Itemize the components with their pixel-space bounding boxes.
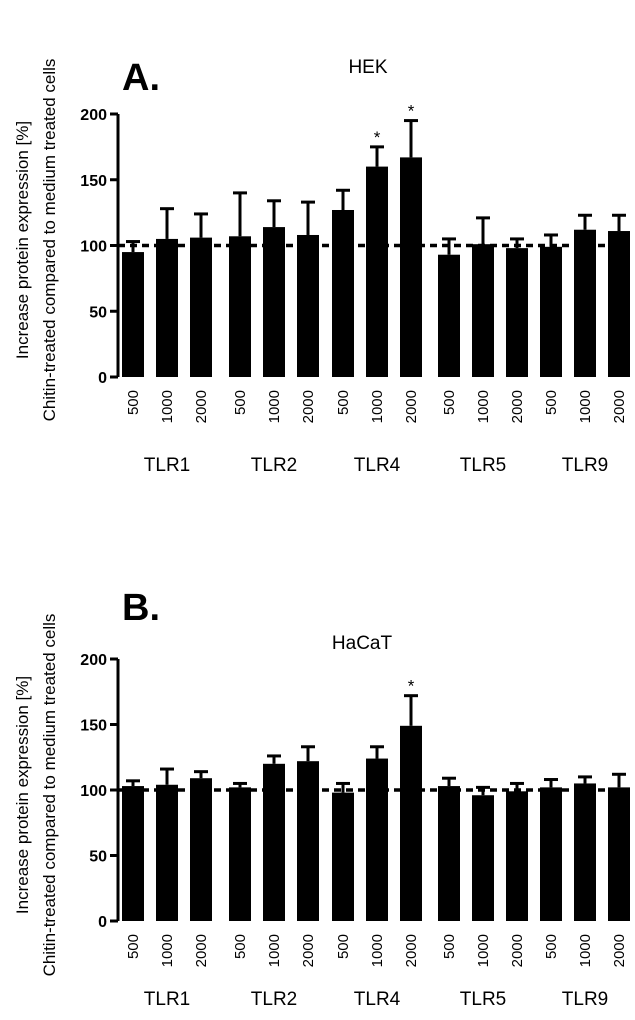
x-tick-label: 1000 [159,390,176,423]
x-tick-label: 500 [232,390,249,415]
bar [229,787,251,921]
x-tick-label: 500 [125,390,142,415]
group-label: TLR9 [562,455,608,476]
bar [400,157,422,377]
bar [297,761,319,921]
x-tick-label: 1000 [266,390,283,423]
x-tick-label: 500 [232,934,249,959]
x-tick-label: 2000 [403,390,420,423]
bar [506,791,528,921]
x-tick-label: 1000 [577,390,594,423]
group-label: TLR5 [460,455,506,476]
bar [400,725,422,921]
y-tick-label: 50 [89,304,107,321]
x-tick-label: 2000 [193,390,210,423]
bar [122,786,144,921]
y-tick-label: 150 [80,718,107,735]
y-axis-title-line2: Chitin-treated compared to medium treate… [40,614,59,977]
group-label: TLR2 [251,989,297,1010]
bar [506,248,528,377]
x-tick-label: 1000 [475,934,492,967]
group-label: TLR4 [354,989,401,1010]
bar [332,792,354,921]
bar [438,786,460,921]
x-tick-label: 500 [543,390,560,415]
y-tick-label: 100 [80,239,107,256]
y-tick-label: 200 [80,107,107,124]
group-label: TLR1 [144,989,190,1010]
panel-title: HaCaT [332,633,393,654]
x-tick-label: 1000 [369,390,386,423]
bar [332,209,354,377]
y-tick-label: 150 [80,173,107,190]
panel-letter: B. [122,587,160,629]
y-tick-label: 0 [98,914,107,931]
bar [472,795,494,921]
x-tick-label: 1000 [266,934,283,967]
significance-marker: * [408,677,415,696]
panel-title: HEK [348,57,387,78]
x-tick-label: 2000 [611,390,628,423]
y-tick-label: 200 [80,652,107,669]
significance-marker: * [408,102,415,121]
bar [297,234,319,377]
x-tick-label: 1000 [369,934,386,967]
x-tick-label: 500 [125,934,142,959]
significance-marker: * [374,128,381,147]
y-tick-label: 50 [89,849,107,866]
group-label: TLR4 [354,455,401,476]
x-tick-label: 2000 [403,934,420,967]
bar [366,166,388,377]
bar [608,231,630,377]
group-label: TLR5 [460,989,506,1010]
group-label: TLR9 [562,989,608,1010]
x-tick-label: 500 [441,934,458,959]
bar [366,758,388,921]
bar [574,229,596,377]
x-tick-label: 2000 [193,934,210,967]
bar [472,244,494,377]
bar [229,236,251,377]
x-tick-label: 1000 [159,934,176,967]
bar [574,783,596,921]
x-tick-label: 1000 [475,390,492,423]
x-tick-label: 500 [335,390,352,415]
x-tick-label: 500 [543,934,560,959]
panel-letter: A. [122,57,160,99]
x-tick-label: 2000 [509,934,526,967]
bar [438,254,460,377]
bar [263,227,285,377]
x-tick-label: 500 [335,934,352,959]
bar [540,787,562,921]
bar [122,252,144,377]
panel-a: Increase protein expression [%] Chitin-tr… [13,57,630,476]
bar [190,778,212,921]
y-axis-title-line2: Chitin-treated compared to medium treate… [40,59,59,422]
panel-b: Increase protein expression [%] Chitin-tr… [13,587,630,1010]
y-tick-label: 100 [80,783,107,800]
x-tick-label: 2000 [509,390,526,423]
group-label: TLR2 [251,455,297,476]
y-tick-label: 0 [98,370,107,387]
y-axis-title-line1: Increase protein expression [%] [13,676,32,914]
bar [263,763,285,921]
x-tick-label: 1000 [577,934,594,967]
x-tick-label: 2000 [611,934,628,967]
group-label: TLR1 [144,455,190,476]
bar [608,787,630,921]
bar [156,784,178,921]
y-axis-title-line1: Increase protein expression [%] [13,121,32,359]
x-tick-label: 2000 [300,934,317,967]
bar [156,238,178,377]
x-tick-label: 2000 [300,390,317,423]
bar [540,246,562,377]
x-tick-label: 500 [441,390,458,415]
bar [190,237,212,377]
